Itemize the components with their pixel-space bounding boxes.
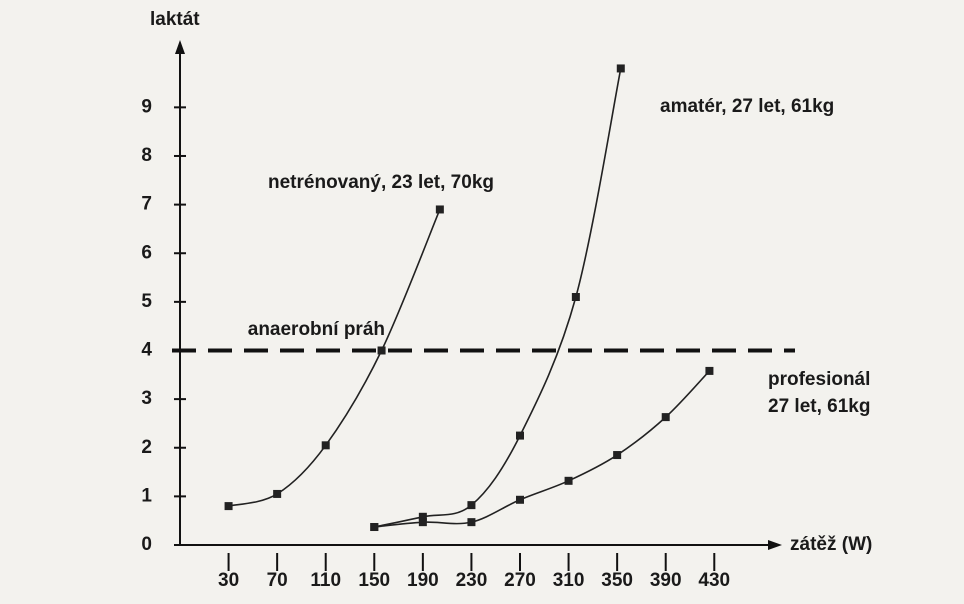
x-tick-label: 430 [698, 570, 730, 591]
data-point [435, 205, 444, 214]
x-tick-label: 30 [218, 570, 239, 591]
data-point [516, 495, 524, 504]
data-point [418, 518, 427, 527]
y-tick-label: 9 [141, 96, 152, 117]
data-point [321, 441, 330, 450]
y-tick-label: 5 [141, 291, 152, 312]
y-tick-label: 8 [141, 145, 152, 166]
series-label: 27 let, 61kg [768, 396, 870, 417]
x-tick-label: 390 [650, 570, 682, 591]
y-tick-label: 2 [141, 437, 152, 458]
series-line [228, 209, 441, 507]
x-arrow [768, 540, 782, 550]
x-tick-label: 70 [267, 570, 288, 591]
x-tick-label: 310 [553, 570, 585, 591]
data-point [705, 366, 714, 375]
threshold-label: anaerobní práh [248, 319, 385, 340]
series-label: amatér, 27 let, 61kg [660, 96, 834, 117]
x-tick-label: 190 [407, 570, 439, 591]
data-point [224, 502, 233, 511]
data-point [564, 476, 573, 485]
y-tick-label: 7 [141, 194, 152, 215]
y-axis-label: laktát [150, 9, 200, 30]
data-point [418, 512, 427, 521]
data-point [273, 489, 282, 498]
data-point [516, 431, 524, 440]
data-point [377, 346, 386, 355]
y-tick-label: 3 [141, 388, 152, 409]
x-tick-label: 150 [358, 570, 390, 591]
data-point [467, 501, 476, 510]
y-tick-label: 1 [141, 485, 152, 506]
y-tick-label: 6 [141, 242, 152, 263]
y-arrow [175, 40, 185, 54]
data-point [613, 451, 622, 460]
data-point [370, 523, 379, 532]
x-tick-label: 110 [310, 570, 341, 591]
series-label: profesionál [768, 369, 870, 390]
data-point [571, 293, 580, 301]
x-axis-label: zátěž (W) [790, 534, 872, 555]
y-tick-label: 4 [141, 340, 152, 361]
y-tick-label: 0 [141, 534, 152, 555]
data-point [467, 518, 476, 527]
x-tick-label: 270 [504, 570, 536, 591]
data-point [661, 413, 670, 422]
x-tick-label: 230 [456, 570, 488, 591]
series-label: netrénovaný, 23 let, 70kg [268, 172, 494, 193]
x-tick-label: 350 [601, 570, 633, 591]
data-point [616, 64, 625, 73]
